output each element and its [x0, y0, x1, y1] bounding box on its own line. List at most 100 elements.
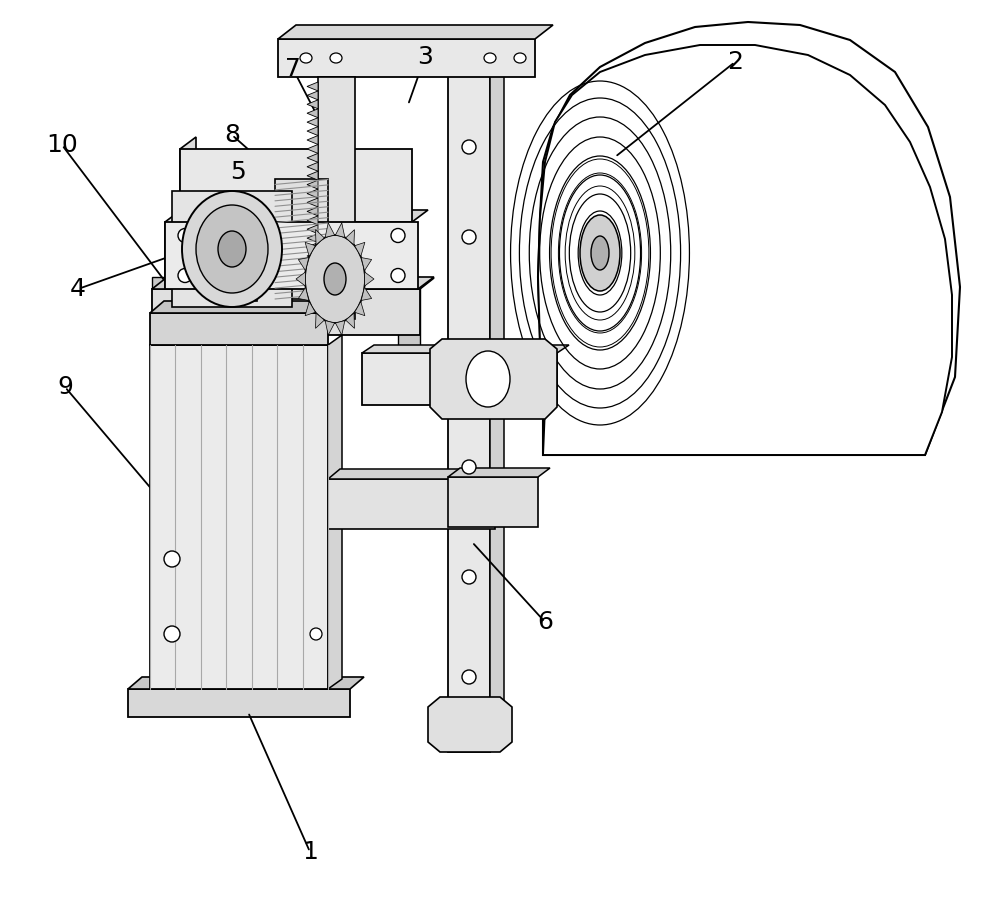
- Ellipse shape: [462, 340, 476, 354]
- Polygon shape: [448, 39, 490, 752]
- Polygon shape: [307, 270, 318, 278]
- Text: 9: 9: [57, 375, 73, 399]
- Polygon shape: [365, 272, 374, 286]
- Polygon shape: [346, 229, 355, 245]
- Polygon shape: [346, 313, 355, 328]
- Polygon shape: [150, 313, 328, 345]
- Polygon shape: [325, 223, 335, 238]
- Polygon shape: [361, 287, 372, 301]
- Polygon shape: [172, 191, 292, 307]
- Polygon shape: [307, 100, 318, 109]
- Polygon shape: [307, 171, 318, 180]
- Ellipse shape: [178, 228, 192, 242]
- Polygon shape: [278, 25, 553, 39]
- Bar: [221, 269, 257, 301]
- Polygon shape: [307, 225, 318, 234]
- Ellipse shape: [164, 626, 180, 642]
- Polygon shape: [538, 45, 952, 455]
- Polygon shape: [305, 242, 315, 257]
- Polygon shape: [152, 277, 174, 347]
- Ellipse shape: [164, 551, 180, 567]
- Polygon shape: [307, 278, 318, 287]
- Polygon shape: [307, 287, 318, 296]
- Polygon shape: [335, 223, 345, 238]
- Ellipse shape: [580, 215, 620, 291]
- Ellipse shape: [391, 228, 405, 242]
- Polygon shape: [490, 29, 504, 752]
- Polygon shape: [307, 145, 318, 153]
- Ellipse shape: [514, 53, 526, 63]
- Polygon shape: [128, 677, 364, 689]
- Ellipse shape: [391, 269, 405, 282]
- Polygon shape: [355, 242, 365, 257]
- Polygon shape: [448, 477, 538, 527]
- Polygon shape: [307, 162, 318, 171]
- Polygon shape: [398, 277, 420, 347]
- Polygon shape: [307, 180, 318, 189]
- Polygon shape: [316, 313, 324, 328]
- Polygon shape: [307, 82, 318, 91]
- Polygon shape: [361, 258, 372, 271]
- Polygon shape: [307, 207, 318, 215]
- Ellipse shape: [466, 351, 510, 407]
- Polygon shape: [328, 335, 342, 689]
- Ellipse shape: [462, 670, 476, 684]
- Polygon shape: [307, 127, 318, 136]
- Polygon shape: [128, 689, 350, 717]
- Text: 3: 3: [417, 45, 433, 69]
- Polygon shape: [307, 260, 318, 270]
- Polygon shape: [430, 339, 557, 419]
- Polygon shape: [307, 305, 318, 314]
- Polygon shape: [180, 149, 412, 222]
- Ellipse shape: [462, 230, 476, 244]
- Polygon shape: [305, 302, 315, 315]
- Polygon shape: [355, 302, 365, 315]
- Ellipse shape: [218, 231, 246, 267]
- Polygon shape: [307, 296, 318, 305]
- Polygon shape: [307, 198, 318, 207]
- Polygon shape: [298, 258, 309, 271]
- Polygon shape: [307, 251, 318, 260]
- Polygon shape: [328, 479, 495, 529]
- Polygon shape: [538, 22, 960, 455]
- Polygon shape: [307, 243, 318, 251]
- Polygon shape: [278, 39, 535, 77]
- Polygon shape: [325, 321, 335, 335]
- Text: 1: 1: [302, 840, 318, 864]
- Text: 6: 6: [537, 610, 553, 634]
- Bar: [318, 77, 355, 319]
- Text: 10: 10: [46, 133, 78, 157]
- Polygon shape: [180, 137, 196, 222]
- Polygon shape: [150, 345, 328, 689]
- Bar: [362, 353, 557, 405]
- Ellipse shape: [591, 236, 609, 270]
- Ellipse shape: [305, 235, 365, 323]
- Polygon shape: [296, 272, 305, 286]
- Polygon shape: [298, 287, 309, 301]
- Ellipse shape: [462, 460, 476, 474]
- Polygon shape: [307, 117, 318, 127]
- Polygon shape: [328, 469, 507, 479]
- Polygon shape: [307, 153, 318, 162]
- Polygon shape: [307, 136, 318, 145]
- Polygon shape: [307, 215, 318, 225]
- Polygon shape: [428, 697, 512, 752]
- Ellipse shape: [462, 570, 476, 584]
- Ellipse shape: [300, 53, 312, 63]
- Text: 5: 5: [230, 160, 246, 184]
- Ellipse shape: [462, 140, 476, 154]
- Text: 4: 4: [70, 277, 86, 301]
- Polygon shape: [335, 321, 345, 335]
- Polygon shape: [165, 210, 181, 289]
- Ellipse shape: [484, 53, 496, 63]
- Ellipse shape: [330, 53, 342, 63]
- Polygon shape: [165, 222, 418, 289]
- Text: 8: 8: [224, 123, 240, 147]
- Polygon shape: [448, 468, 550, 477]
- Polygon shape: [152, 278, 434, 289]
- Polygon shape: [165, 277, 434, 289]
- Polygon shape: [316, 229, 324, 245]
- Polygon shape: [307, 91, 318, 100]
- Polygon shape: [180, 210, 428, 222]
- Ellipse shape: [324, 263, 346, 295]
